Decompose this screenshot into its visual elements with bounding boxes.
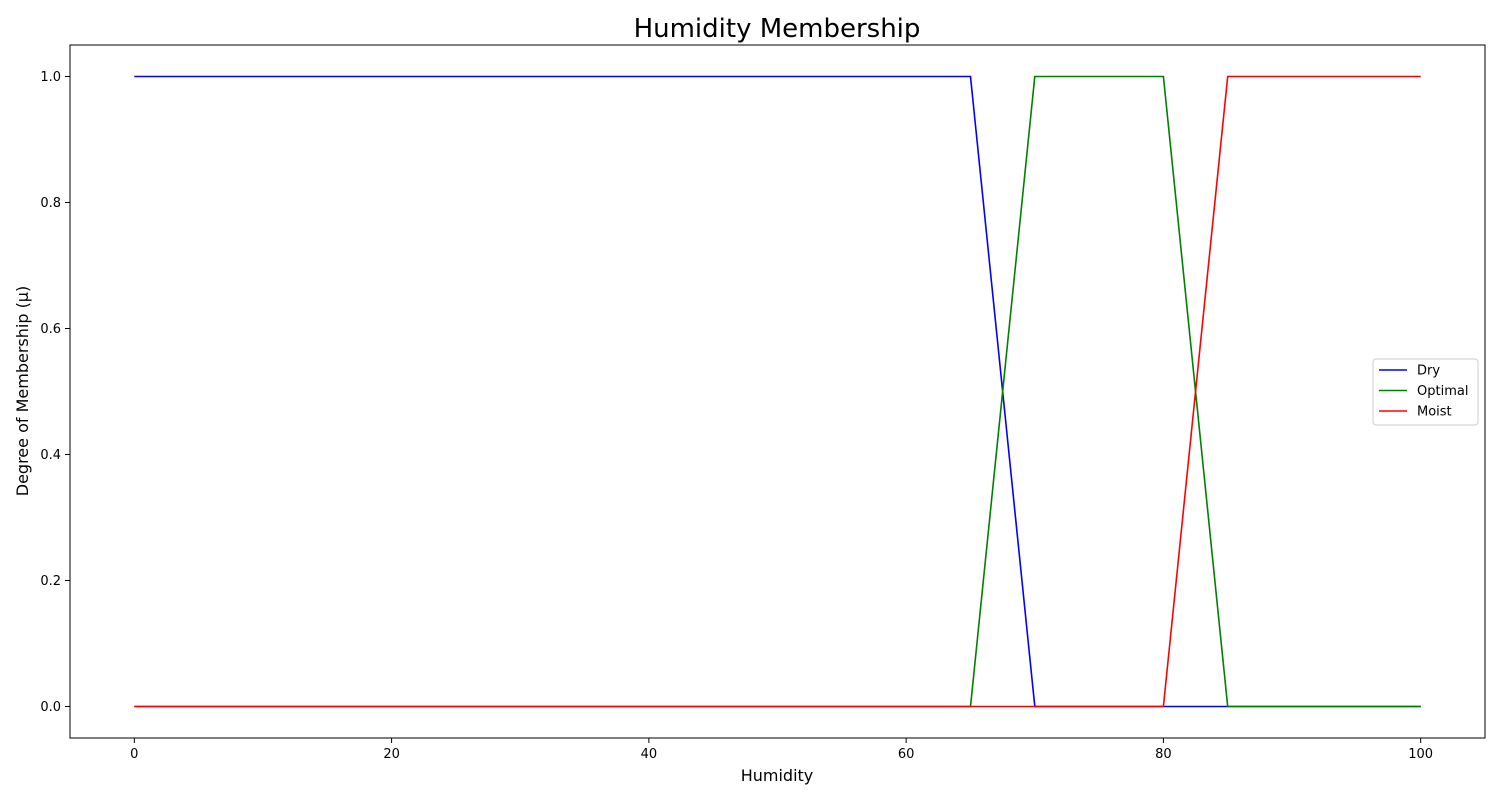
x-tick-label: 100 <box>1408 747 1433 762</box>
x-tick-label: 0 <box>130 747 138 762</box>
y-tick-label: 0.4 <box>40 448 61 463</box>
y-axis-label: Degree of Membership (μ) <box>13 286 32 496</box>
legend-label-dry: Dry <box>1417 364 1440 379</box>
legend-label-optimal: Optimal <box>1417 384 1468 399</box>
x-tick-label: 80 <box>1155 747 1172 762</box>
plot-area <box>69 44 1486 739</box>
y-tick-label: 0.2 <box>40 574 61 589</box>
y-tick-label: 0.0 <box>40 700 61 715</box>
chart-title: Humidity Membership <box>634 14 921 44</box>
y-tick-label: 0.8 <box>40 196 61 211</box>
legend-box <box>1372 358 1479 426</box>
y-tick-label: 1.0 <box>40 70 61 85</box>
x-tick-label: 20 <box>383 747 400 762</box>
x-axis-label: Humidity <box>741 766 814 785</box>
series-line-moist <box>134 75 1421 708</box>
x-tick-label: 40 <box>641 747 658 762</box>
x-tick-label: 60 <box>898 747 915 762</box>
legend-label-moist: Moist <box>1417 405 1452 420</box>
series-layer <box>134 75 1421 708</box>
y-axis-ticks: 0.0 0.2 0.4 0.6 0.8 1.0 <box>40 70 70 715</box>
x-axis-ticks: 0 20 40 60 80 100 <box>130 738 1433 762</box>
y-tick-label: 0.6 <box>40 322 61 337</box>
legend: Dry Optimal Moist <box>1372 358 1479 426</box>
